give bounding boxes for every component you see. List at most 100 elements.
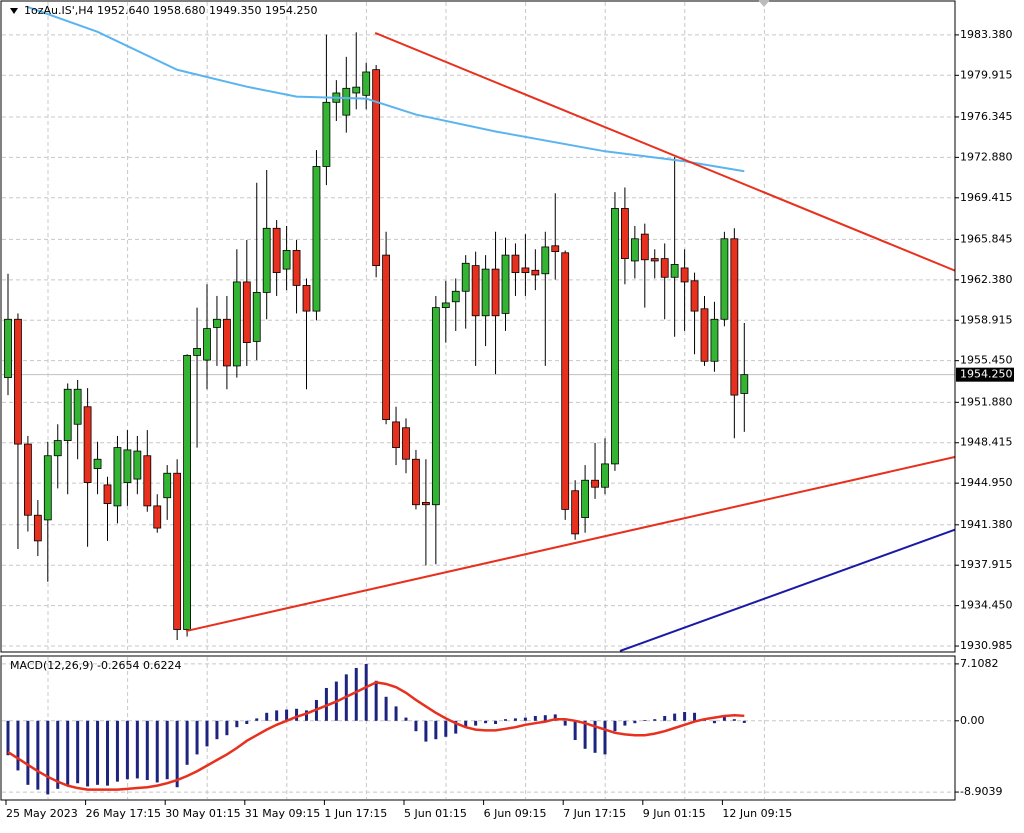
trend-line [619,528,956,652]
candle-body [163,472,172,499]
macd-bar [424,720,428,742]
price-panel-frame [0,0,956,653]
candle-body [183,355,192,630]
candle-body [670,264,679,278]
candle-body [232,281,241,367]
macd-bar [165,720,169,780]
macd-bar [663,715,667,721]
y-tick-label: 1965.845 [960,232,1013,245]
candle-body [581,479,589,518]
candle-body [461,262,470,292]
candle-body [431,307,440,506]
candle-body [133,450,142,480]
macd-bar [374,680,378,721]
shift-marker[interactable] [758,0,770,7]
candle-body [33,514,42,542]
candle-body [382,254,391,420]
macd-bar [464,720,468,728]
candle-body [591,479,599,488]
candle-body [103,484,112,504]
macd-bar [155,720,159,783]
macd-bar [563,720,567,726]
candle-body [511,254,520,274]
candle-body [322,101,331,167]
candle-body [740,374,749,394]
candle-body [153,505,162,529]
macd-bar [56,720,60,789]
candle-body [302,285,311,312]
macd-bar [145,720,149,781]
y-tick-label: 7.1082 [960,657,999,670]
candle-body [63,388,72,441]
macd-bar [96,720,100,785]
candle-body [252,292,261,342]
macd-bar [215,720,219,740]
macd-bar [195,720,199,755]
candle-body [83,406,92,483]
candle-body [53,440,62,457]
candle-body [362,71,371,96]
moving-average [27,6,745,173]
macd-bar [553,714,557,721]
candle-body [611,208,619,465]
candle-body [690,280,699,312]
macd-bar [265,712,269,721]
macd-bar [444,720,448,737]
macd-bar [404,717,408,721]
y-tick-label: 1979.915 [960,68,1013,81]
x-tick-label: 6 Jun 09:15 [484,807,547,820]
macd-bar [613,720,617,732]
candle-body [531,269,540,276]
candle-body [501,254,510,314]
macd-header: MACD(12,26,9) -0.2654 0.6224 [10,659,181,672]
candle-body [481,268,490,317]
candle-body [640,233,649,261]
x-tick-label: 25 May 2023 [6,807,78,820]
signal-line [7,681,745,791]
macd-bar [504,719,507,721]
macd-bar [26,720,30,785]
macd-bar [115,720,119,782]
candle-body [143,455,152,507]
macd-bar [513,718,517,721]
macd-bar [732,719,736,721]
candle-body [242,281,251,343]
macd-bar [205,720,209,747]
macd-bar [673,713,677,721]
candle-body [173,472,182,630]
candle-body [491,268,500,317]
candle-body [372,69,381,267]
candle-body [282,250,291,270]
y-tick-label: 1969.415 [960,191,1013,204]
candle-body [571,490,580,535]
y-tick-label: 1948.415 [960,436,1013,449]
macd-bar [235,720,239,728]
candle-body [601,463,609,488]
macd-bar [683,711,687,721]
macd-bar [712,720,716,724]
macd-bar [484,720,488,724]
candle-body [402,427,410,460]
y-tick-label: 1930.985 [960,639,1013,652]
x-tick-label: 26 May 17:15 [86,807,161,820]
candle-body [730,238,739,396]
candle-body [541,246,550,275]
candle-body [660,258,669,278]
macd-bar [6,720,10,756]
candle-body [561,252,570,510]
x-tick-label: 9 Jun 01:15 [643,807,706,820]
candle-body [123,449,132,483]
y-tick-label: 1951.880 [960,395,1013,408]
candle-body [113,447,122,507]
x-tick-label: 12 Jun 09:15 [722,807,792,820]
candle-body [213,318,221,328]
macd-bar [603,720,607,755]
candle-body [621,208,629,260]
macd-bar [593,720,597,753]
y-tick-label: 1962.380 [960,273,1013,286]
macd-bar [285,709,289,721]
macd-bar [185,720,189,765]
menu-arrow[interactable] [10,8,18,14]
macd-bar [643,719,647,721]
